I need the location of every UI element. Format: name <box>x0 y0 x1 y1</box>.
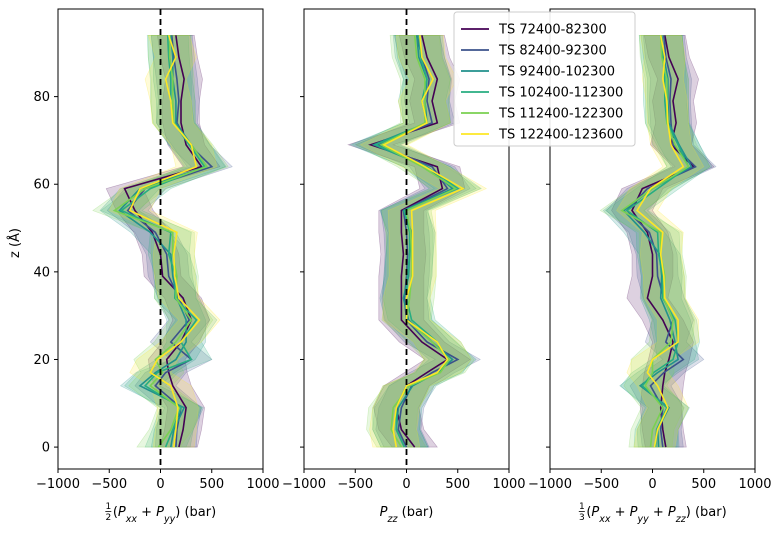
y-tick-label: 40 <box>33 265 50 280</box>
plot-area <box>599 34 717 448</box>
legend-item: TS 122400-123600 <box>461 128 623 143</box>
legend-item: TS 82400-92300 <box>461 44 607 59</box>
x-tick-label: −500 <box>91 477 127 492</box>
legend-label: TS 82400-92300 <box>498 44 607 59</box>
series-line-4 <box>112 35 208 448</box>
panel-right: −1000 −500 0 500 1000 (Pxx + Pyy + Pzz) (bar)… <box>528 8 772 525</box>
svg-text:2: 2 <box>105 513 111 523</box>
x-tick-label: 0 <box>648 477 656 492</box>
series-line-0 <box>631 35 695 448</box>
x-tick-label: 1000 <box>492 477 525 492</box>
series-band-4 <box>355 34 481 448</box>
panel-left: −1000 −500 0 500 1000 0 20 40 60 80 (Pxx + Pyy) (b… <box>33 8 280 525</box>
series-line-1 <box>126 35 214 448</box>
x-tick-label: 500 <box>199 477 224 492</box>
y-tick-label: 80 <box>33 90 50 105</box>
legend-label: TS 92400-102300 <box>498 65 615 80</box>
svg-text:(Pxx + Pyy + Pzz) (bar): (Pxx + Pyy + Pzz) (bar) <box>586 505 726 525</box>
x-tick-label: 1000 <box>246 477 279 492</box>
series-band-2 <box>99 34 227 448</box>
series-line-4 <box>379 35 458 448</box>
series-line-5 <box>636 35 685 448</box>
legend-label: TS 102400-112300 <box>498 86 623 101</box>
x-tick-label: −500 <box>583 477 619 492</box>
svg-text:1: 1 <box>579 502 585 512</box>
series-line-5 <box>382 35 465 448</box>
fraction: 13 <box>578 502 585 523</box>
x-tick-label: −1000 <box>282 477 326 492</box>
x-tick-label: 500 <box>445 477 470 492</box>
x-tick-label: −1000 <box>36 477 80 492</box>
x-axis-label: (Pxx + Pyy + Pzz) (bar)13 <box>578 502 727 525</box>
x-tick-label: −1000 <box>528 477 572 492</box>
y-tick-label: 60 <box>33 178 50 193</box>
svg-text:1: 1 <box>105 502 111 512</box>
x-tick-label: 0 <box>402 477 410 492</box>
series-line-0 <box>368 35 449 448</box>
svg-text:Pzz (bar): Pzz (bar) <box>380 505 434 525</box>
series-line-2 <box>118 35 208 448</box>
x-tick-label: 500 <box>691 477 716 492</box>
legend-label: TS 122400-123600 <box>498 128 623 143</box>
y-tick-label: 0 <box>42 441 50 456</box>
plot-area <box>92 34 233 448</box>
series-band-5 <box>108 34 221 448</box>
legend-item: TS 72400-82300 <box>461 23 607 38</box>
legend-label: TS 112400-122300 <box>498 107 623 122</box>
legend-box <box>453 11 636 147</box>
x-axis-label: (Pxx + Pyy) (bar)12 <box>105 502 216 525</box>
legend-label: TS 72400-82300 <box>498 23 607 38</box>
series-line-5 <box>128 35 201 448</box>
x-tick-label: −500 <box>337 477 373 492</box>
legend: TS 72400-82300 TS 82400-92300 TS 92400-102… <box>453 11 636 147</box>
legend-item: TS 92400-102300 <box>461 65 615 80</box>
x-tick-label: 0 <box>156 477 164 492</box>
legend-item: TS 112400-122300 <box>461 107 623 122</box>
svg-text:(Pxx + Pyy) (bar): (Pxx + Pyy) (bar) <box>113 505 216 525</box>
series-line-3 <box>625 35 690 448</box>
series-band-3 <box>351 34 482 448</box>
y-axis-label: z (Å) <box>7 228 23 258</box>
x-tick-label: 1000 <box>738 477 771 492</box>
panel-middle: −1000 −500 0 500 1000 Pzz (bar) <box>282 8 526 525</box>
x-axis-label: Pzz (bar) <box>380 505 434 525</box>
series-band-3 <box>100 34 226 448</box>
y-tick-label: 20 <box>33 353 50 368</box>
plot-area <box>347 34 488 448</box>
svg-text:3: 3 <box>579 513 585 523</box>
series-band-0 <box>105 34 221 448</box>
fraction: 12 <box>105 502 112 523</box>
series-band-1 <box>354 34 481 448</box>
legend-item: TS 102400-112300 <box>461 86 623 101</box>
series-band-4 <box>599 34 711 448</box>
